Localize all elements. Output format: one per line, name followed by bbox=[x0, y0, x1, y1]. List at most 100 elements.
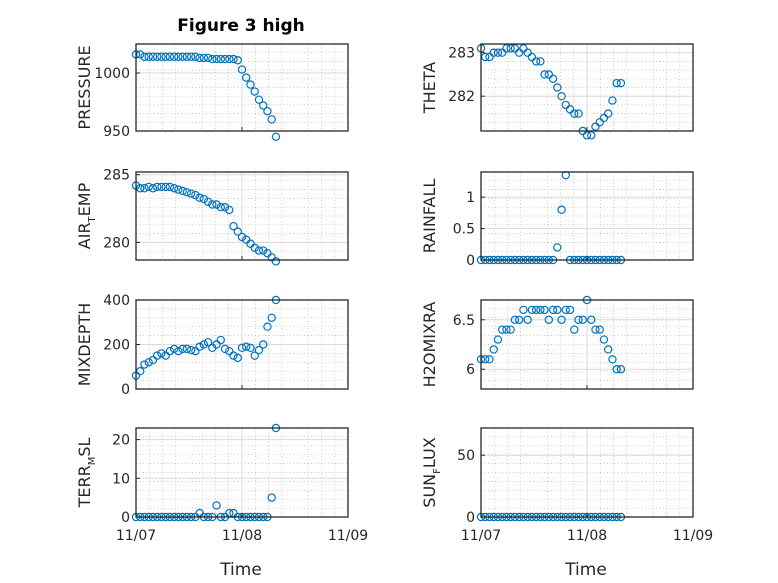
data-point bbox=[544, 70, 554, 79]
data-point bbox=[233, 56, 242, 65]
y-tick-label: 400 bbox=[103, 293, 130, 309]
data-point bbox=[186, 345, 196, 355]
data-point bbox=[152, 351, 162, 360]
data-point bbox=[510, 44, 520, 53]
y-axis-label: THETA bbox=[420, 62, 439, 114]
subplot-theta: 282 283 THETA bbox=[420, 43, 694, 140]
data-point bbox=[519, 44, 528, 53]
data-point bbox=[148, 184, 158, 193]
data-point bbox=[506, 325, 515, 334]
data-point bbox=[191, 52, 200, 61]
y-tick-label: 1000 bbox=[94, 66, 130, 82]
data-point bbox=[178, 344, 187, 354]
data-point bbox=[493, 335, 503, 344]
data-point bbox=[169, 344, 179, 354]
data-point bbox=[523, 315, 532, 324]
data-point bbox=[157, 182, 166, 192]
data-point bbox=[229, 221, 238, 231]
data-point bbox=[246, 80, 255, 89]
data-point bbox=[510, 315, 520, 324]
data-point bbox=[182, 344, 192, 354]
data-point bbox=[553, 83, 562, 92]
data-point bbox=[498, 325, 507, 334]
subplot-sun-flux: 0 50 11/07 11/08 11/09 SUNFLUX bbox=[420, 427, 713, 544]
data-point bbox=[582, 131, 592, 140]
data-point bbox=[233, 227, 242, 236]
data-point bbox=[259, 101, 268, 110]
y-tick-label: 950 bbox=[103, 124, 130, 140]
y-axis-label: AIRTEMP bbox=[75, 182, 98, 249]
data-point bbox=[531, 57, 541, 66]
data-point bbox=[174, 185, 183, 194]
data-point bbox=[161, 351, 170, 360]
data-point bbox=[259, 340, 268, 349]
data-point bbox=[203, 338, 213, 347]
data-point bbox=[212, 501, 221, 510]
data-point bbox=[616, 78, 626, 88]
data-point bbox=[599, 335, 609, 344]
data-point bbox=[612, 365, 621, 374]
x-tick-label: 11/07 bbox=[461, 528, 501, 544]
subplot-terr-msl: 0 10 20 11/07 11/08 11/09 TERRMSL bbox=[75, 423, 368, 544]
subplot-mixdepth: 0 200 400 MIXDEPTH bbox=[75, 293, 349, 398]
data-point bbox=[161, 182, 170, 192]
data-point bbox=[242, 342, 251, 351]
data-point bbox=[199, 194, 209, 204]
data-point bbox=[514, 48, 524, 57]
data-point bbox=[152, 182, 162, 192]
data-point bbox=[144, 358, 153, 367]
subplot-h2omixra: 6 6.5 H2OMIXRA bbox=[420, 295, 694, 390]
y-axis-label: H2OMIXRA bbox=[420, 302, 439, 388]
data-point bbox=[570, 325, 579, 334]
data-point bbox=[140, 184, 149, 193]
data-point bbox=[148, 52, 158, 61]
figure-title: Figure 3 high bbox=[177, 16, 305, 36]
y-tick-label: 200 bbox=[103, 338, 130, 354]
data-point bbox=[502, 325, 511, 334]
data-point bbox=[506, 44, 515, 53]
data-point bbox=[220, 344, 230, 354]
data-point bbox=[267, 313, 276, 322]
x-tick-label: 11/07 bbox=[116, 528, 156, 544]
data-point bbox=[152, 52, 162, 61]
data-point bbox=[570, 109, 579, 118]
data-point bbox=[599, 113, 609, 123]
data-point bbox=[259, 246, 268, 255]
data-point bbox=[178, 52, 187, 61]
y-axis-label: SUNFLUX bbox=[420, 437, 443, 507]
data-point bbox=[250, 243, 259, 253]
y-tick-label: 0 bbox=[121, 510, 130, 526]
data-point bbox=[229, 351, 238, 360]
data-point bbox=[157, 349, 166, 358]
data-point bbox=[604, 345, 613, 354]
x-tick-label: 11/09 bbox=[328, 528, 368, 544]
y-tick-label: 0 bbox=[466, 510, 475, 526]
data-point bbox=[536, 305, 545, 315]
data-point bbox=[242, 73, 251, 82]
data-point bbox=[540, 70, 549, 79]
data-point bbox=[263, 322, 272, 331]
data-point bbox=[216, 335, 225, 345]
data-point bbox=[216, 54, 225, 64]
data-point bbox=[587, 131, 596, 140]
data-point bbox=[527, 52, 537, 62]
data-point bbox=[220, 54, 230, 64]
data-point bbox=[199, 340, 209, 349]
y-tick-label: 20 bbox=[112, 433, 130, 449]
data-point bbox=[523, 48, 532, 57]
data-point bbox=[220, 202, 230, 212]
data-point bbox=[540, 305, 549, 315]
data-point bbox=[263, 107, 272, 116]
data-point bbox=[485, 52, 494, 62]
data-point bbox=[557, 205, 566, 214]
data-point bbox=[144, 52, 153, 61]
data-point bbox=[225, 54, 234, 64]
subplot-rainfall: 0 0.5 1 RAINFALL bbox=[420, 170, 694, 269]
data-point bbox=[595, 325, 604, 334]
data-point bbox=[169, 52, 179, 61]
y-tick-label: 10 bbox=[112, 471, 130, 487]
data-point bbox=[561, 305, 571, 315]
data-point bbox=[229, 54, 238, 64]
data-point bbox=[553, 305, 562, 315]
